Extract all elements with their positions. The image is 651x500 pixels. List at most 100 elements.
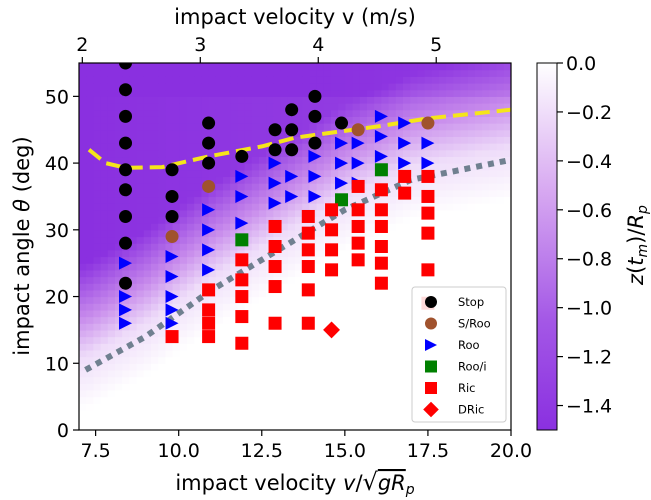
- heatmap-cell: [359, 389, 368, 398]
- heatmap-cell: [460, 103, 469, 111]
- heatmap-cell: [496, 123, 505, 131]
- heatmap-cell: [503, 63, 511, 71]
- heatmap-cell: [475, 423, 483, 430]
- heatmap-cell: [503, 283, 511, 291]
- stop-marker: [235, 149, 249, 163]
- heatmap-cell: [158, 183, 166, 191]
- heatmap-cell: [201, 69, 210, 77]
- heatmap-cell: [345, 376, 354, 384]
- heatmap-cell: [266, 209, 274, 218]
- heatmap-cell: [388, 189, 397, 198]
- heatmap-cell: [475, 156, 483, 164]
- heatmap-cell: [410, 249, 418, 258]
- heatmap-cell: [244, 63, 253, 71]
- heatmap-cell: [460, 196, 469, 204]
- heatmap-cell: [302, 303, 310, 311]
- ric-marker: [374, 219, 388, 233]
- heatmap-cell: [295, 256, 303, 264]
- heatmap-cell: [100, 289, 109, 298]
- heatmap-cell: [367, 303, 375, 311]
- heatmap-cell: [331, 183, 339, 191]
- heatmap-cell: [359, 289, 368, 298]
- heatmap-cell: [424, 163, 433, 171]
- heatmap-cell: [295, 356, 303, 364]
- heatmap-cell: [194, 269, 202, 278]
- heatmap-cell: [93, 276, 102, 284]
- heatmap-cell: [460, 216, 469, 224]
- heatmap-cell: [251, 136, 260, 144]
- ric-marker: [325, 263, 339, 277]
- heatmap-cell: [143, 116, 152, 124]
- heatmap-cell: [86, 396, 94, 404]
- heatmap-cell: [93, 323, 102, 331]
- heatmap-cell: [302, 203, 310, 211]
- heatmap-cell: [215, 423, 224, 430]
- heatmap-cell: [151, 409, 159, 418]
- heatmap-cell: [179, 69, 188, 77]
- heatmap-cell: [187, 363, 195, 371]
- heatmap-cell: [280, 163, 289, 171]
- heatmap-cell: [295, 316, 303, 324]
- heatmap-cell: [172, 123, 181, 131]
- heatmap-cell: [503, 263, 511, 271]
- heatmap-cell: [316, 403, 325, 411]
- heatmap-cell: [244, 216, 253, 224]
- heatmap-cell: [93, 409, 102, 418]
- heatmap-cell: [237, 383, 246, 391]
- heatmap-cell: [503, 176, 511, 184]
- heatmap-cell: [359, 356, 368, 364]
- x-axis-ticks: 7.5 10.0 12.5 15.0 17.5 20.0: [81, 430, 532, 462]
- rooi-marker: [335, 193, 349, 207]
- heatmap-cell: [230, 183, 238, 191]
- heatmap-cell: [338, 249, 346, 258]
- heatmap-cell: [244, 283, 253, 291]
- heatmap-cell: [107, 369, 116, 378]
- heatmap-cell: [302, 163, 310, 171]
- heatmap-cell: [223, 323, 231, 331]
- heatmap-cell: [129, 309, 138, 318]
- heatmap-cell: [439, 203, 447, 211]
- heatmap-cell: [302, 236, 310, 244]
- heatmap-cell: [280, 289, 289, 298]
- heatmap-cell: [115, 336, 123, 344]
- heatmap-cell: [359, 189, 368, 198]
- top-tick-label: 3: [194, 34, 206, 56]
- heatmap-cell: [395, 309, 404, 318]
- heatmap-cell: [323, 169, 332, 178]
- heatmap-cell: [496, 136, 505, 144]
- heatmap-cell: [453, 209, 462, 218]
- heatmap-cell: [179, 349, 188, 358]
- heatmap-cell: [475, 256, 483, 264]
- heatmap-cell: [266, 329, 274, 338]
- heatmap-cell: [331, 409, 339, 418]
- y-axis-title-suffix: (deg): [10, 136, 34, 199]
- heatmap-cell: [251, 396, 260, 404]
- heatmap-cell: [273, 69, 282, 77]
- heatmap-cell: [323, 103, 332, 111]
- x-tick-label: 12.5: [241, 440, 283, 462]
- heatmap-cell: [86, 276, 94, 284]
- heatmap-cell: [287, 283, 296, 291]
- heatmap-cell: [86, 196, 94, 204]
- heatmap-cell: [194, 403, 202, 411]
- heatmap-cell: [107, 396, 116, 404]
- heatmap-cell: [136, 276, 145, 284]
- heatmap-cell: [331, 116, 339, 124]
- ric-marker: [202, 330, 216, 344]
- heatmap-cell: [345, 336, 354, 344]
- heatmap-cell: [431, 196, 440, 204]
- heatmap-cell: [187, 383, 195, 391]
- heatmap-cell: [338, 316, 346, 324]
- heatmap-cell: [316, 416, 325, 424]
- heatmap-cell: [323, 349, 332, 358]
- ric-marker: [351, 219, 365, 233]
- heatmap-cell: [496, 69, 505, 77]
- heatmap-cell: [417, 89, 426, 97]
- heatmap-cell: [223, 403, 231, 411]
- heatmap-cell: [251, 403, 260, 411]
- stop-marker: [165, 189, 179, 203]
- heatmap-cell: [410, 103, 418, 111]
- heatmap-cell: [323, 343, 332, 351]
- heatmap-cell: [237, 69, 246, 77]
- heatmap-cell: [266, 363, 274, 371]
